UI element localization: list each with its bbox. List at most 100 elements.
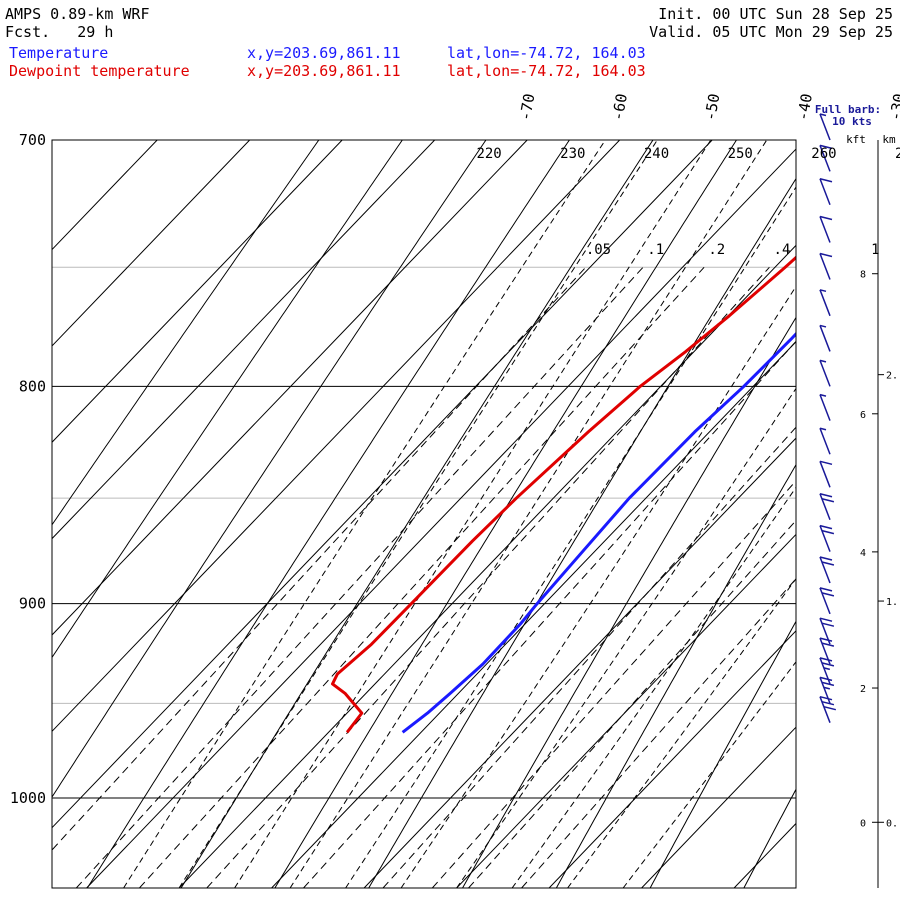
pressure-tick-label: 900 (19, 595, 46, 613)
km-tick-label: 1. (886, 597, 898, 608)
wind-barb (819, 252, 833, 280)
dry-adiabat (52, 140, 320, 526)
wind-barb (819, 289, 831, 317)
kft-axis-title: kft (846, 133, 866, 146)
wind-barb (819, 524, 835, 552)
wind-barb (819, 637, 835, 665)
forecast-hour: Fcst. 29 h (5, 23, 114, 41)
pressure-tick-label: 800 (19, 377, 46, 395)
moist-adiabat (178, 140, 658, 888)
dry-adiabat (52, 140, 487, 798)
mixing-ratio-line (75, 266, 644, 888)
isotherm-line (271, 341, 796, 888)
wind-barb (819, 587, 835, 615)
mixing-ratio-line (303, 340, 796, 888)
axis-labels: 7008009001000-70-60-50-40-30-20-10022023… (10, 92, 900, 889)
wind-barb (819, 215, 833, 243)
kft-tick-label: 8 (860, 270, 866, 281)
valid-time: Valid. 05 UTC Mon 29 Sep 25 (649, 23, 893, 41)
mixing-ratio-line (431, 480, 796, 888)
dry-adiabat (274, 140, 738, 888)
wind-barbs (819, 113, 837, 723)
wind-barb (819, 324, 831, 352)
moist-adiabat (567, 577, 796, 888)
wind-barb (819, 676, 835, 704)
kft-tick-label: 0 (860, 818, 866, 829)
mixing-ratio-line (382, 426, 796, 888)
kft-tick-label: 6 (860, 410, 866, 421)
pressure-tick-label: 700 (19, 131, 46, 149)
isotherm-line (548, 630, 796, 888)
dry-adiabat (461, 316, 796, 888)
moist-adiabat (400, 285, 796, 888)
dry-adiabat (368, 177, 796, 888)
dry-adiabat-label: 240 (644, 146, 669, 162)
temperature-tick-label: -30 (886, 92, 900, 122)
legend-dewpoint-latlon: lat,lon=-74.72, 164.03 (447, 62, 646, 80)
mixing-ratio-line (521, 578, 796, 888)
moist-adiabat (511, 486, 796, 888)
wind-barb (819, 695, 837, 723)
background-lines (52, 135, 900, 891)
barb-legend-value: 10 kts (832, 115, 872, 128)
km-tick-label: 2. (886, 371, 898, 382)
dry-adiabat-label: 220 (476, 146, 501, 162)
wind-barb (819, 493, 835, 521)
mixing-ratio-line (468, 519, 796, 888)
model-title: AMPS 0.89-km WRF (5, 5, 150, 23)
isotherm-line (641, 726, 796, 888)
legend-dewpoint-xy: x,y=203.69,861.11 (247, 62, 401, 80)
temperature-tick-label: -40 (794, 92, 816, 122)
dry-adiabat (836, 135, 900, 891)
dry-adiabat (555, 463, 796, 888)
wind-barb (819, 359, 831, 387)
pressure-tick-label: 1000 (10, 789, 46, 807)
kft-tick-label: 4 (860, 548, 866, 559)
legend-temperature-xy: x,y=203.69,861.11 (247, 44, 401, 62)
dry-adiabat (86, 140, 571, 888)
temperature-tick-label: -60 (609, 92, 631, 122)
init-time: Init. 00 UTC Sun 28 Sep 25 (658, 5, 893, 23)
isotherm-line (52, 140, 158, 251)
moist-adiabat (345, 186, 796, 888)
isotherm-line (52, 140, 343, 443)
isotherm-line (456, 533, 796, 888)
wind-barb (819, 113, 831, 141)
moist-adiabat (456, 387, 796, 888)
barb-legend-title: Full barb: (815, 103, 881, 116)
mixing-ratio-label: 1 (871, 242, 879, 258)
isotherm-line (86, 148, 796, 888)
wind-barb (819, 427, 831, 455)
wind-barb (819, 617, 835, 645)
isotherm-line (363, 437, 796, 888)
wind-barb (819, 657, 835, 685)
moist-adiabat (123, 140, 606, 888)
moist-adiabat (289, 140, 768, 888)
plot-frame (51, 139, 797, 889)
mixing-ratio-line (206, 266, 770, 888)
mixing-ratio-line (52, 266, 587, 851)
dry-adiabat (52, 140, 403, 659)
kft-tick-label: 2 (860, 684, 866, 695)
dewpoint-line (331, 255, 796, 734)
dry-adiabat-label: 250 (728, 146, 753, 162)
isotherm-line (178, 244, 796, 888)
wind-barb (819, 460, 833, 488)
wind-barb (819, 178, 833, 206)
isotherm-line (52, 140, 436, 540)
isotherm-line (52, 140, 528, 636)
temperature-tick-label: -70 (516, 92, 538, 122)
temperature-tick-label: -50 (701, 92, 723, 122)
mixing-ratio-label: .1 (647, 242, 664, 258)
km-tick-label: 0. (886, 818, 898, 829)
temperature-line (401, 331, 796, 734)
legend-temperature-latlon: lat,lon=-74.72, 164.03 (447, 44, 646, 62)
isotherm-line (52, 140, 713, 829)
isotherm-line (52, 140, 251, 347)
wind-barb (819, 393, 831, 421)
dry-adiabat-label: 230 (560, 146, 585, 162)
legend-temperature-label: Temperature (9, 44, 109, 62)
dry-adiabat-label: 260 (811, 146, 836, 162)
wind-barb (819, 144, 833, 172)
